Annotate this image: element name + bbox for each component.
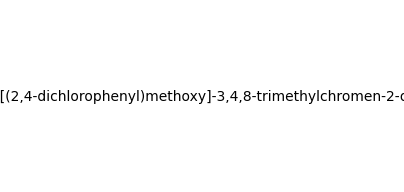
Text: 7-[(2,4-dichlorophenyl)methoxy]-3,4,8-trimethylchromen-2-one: 7-[(2,4-dichlorophenyl)methoxy]-3,4,8-tr… bbox=[0, 90, 404, 104]
